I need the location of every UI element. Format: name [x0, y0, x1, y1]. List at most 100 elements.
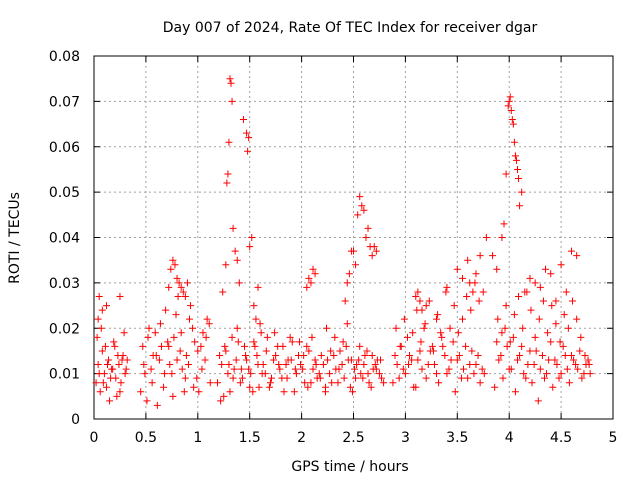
data-point — [137, 388, 145, 396]
data-point — [556, 338, 564, 346]
data-point — [551, 356, 559, 364]
data-point — [561, 351, 569, 359]
data-point — [438, 333, 446, 341]
data-point — [547, 270, 555, 278]
data-point — [509, 120, 517, 128]
data-point — [460, 365, 468, 373]
data-point — [256, 320, 264, 328]
data-point — [408, 356, 416, 364]
data-point — [275, 361, 283, 369]
data-point — [526, 347, 534, 355]
data-point — [453, 265, 461, 273]
data-point — [365, 379, 373, 387]
data-point — [218, 361, 226, 369]
data-point — [287, 356, 295, 364]
data-point — [191, 338, 199, 346]
data-point — [93, 333, 101, 341]
data-point — [364, 370, 372, 378]
data-point — [503, 342, 511, 350]
data-point — [299, 365, 307, 373]
data-point — [362, 234, 370, 241]
data-point — [416, 347, 424, 355]
data-point — [330, 351, 338, 359]
data-point — [167, 265, 175, 273]
data-point — [115, 361, 123, 369]
data-point — [557, 370, 565, 378]
data-point — [177, 283, 185, 291]
data-point — [305, 347, 313, 355]
data-point — [360, 361, 368, 369]
data-point — [238, 374, 246, 382]
data-point — [376, 356, 384, 364]
data-point — [272, 351, 280, 359]
data-point — [166, 361, 174, 369]
data-point — [380, 379, 388, 387]
data-point — [580, 370, 588, 378]
data-point — [169, 392, 177, 400]
data-point — [224, 170, 232, 178]
data-point — [148, 379, 156, 387]
data-point — [573, 315, 581, 323]
data-point — [229, 374, 237, 382]
data-point — [253, 351, 261, 359]
data-point — [99, 379, 107, 387]
data-point — [527, 306, 535, 314]
data-point — [105, 356, 113, 364]
data-point — [331, 333, 339, 341]
data-point — [498, 234, 506, 241]
data-point — [422, 302, 430, 310]
data-point — [206, 379, 214, 387]
data-point — [371, 361, 379, 369]
data-point — [391, 351, 399, 359]
data-point — [462, 342, 470, 350]
data-point — [249, 388, 257, 396]
data-point — [153, 401, 161, 409]
data-point — [531, 333, 539, 341]
data-point — [307, 379, 315, 387]
data-point — [112, 374, 120, 382]
data-point — [297, 361, 305, 369]
data-point — [246, 383, 254, 391]
data-point — [345, 270, 353, 278]
data-point — [296, 338, 304, 346]
grid-lines — [94, 56, 613, 419]
data-point — [255, 383, 263, 391]
data-point — [510, 311, 518, 319]
x-tick-label: 5 — [609, 430, 618, 446]
data-point — [544, 329, 552, 337]
data-point — [466, 279, 474, 287]
data-point — [518, 342, 526, 350]
data-point — [577, 333, 585, 341]
data-point — [245, 134, 253, 142]
data-point — [162, 306, 170, 314]
data-point — [469, 288, 477, 296]
data-point — [563, 365, 571, 373]
data-point — [420, 324, 428, 332]
data-point — [478, 365, 486, 373]
data-point — [250, 302, 258, 310]
data-point — [542, 265, 550, 273]
data-point — [225, 361, 233, 369]
y-tick-label: 0.07 — [49, 94, 80, 110]
data-point — [348, 388, 356, 396]
data-point — [120, 329, 128, 337]
data-point — [572, 361, 580, 369]
data-point — [116, 292, 124, 300]
data-point — [221, 342, 229, 350]
data-point — [309, 265, 317, 273]
data-point — [121, 370, 129, 378]
data-point — [428, 342, 436, 350]
data-point — [506, 338, 514, 346]
data-point — [224, 370, 232, 378]
data-point — [443, 370, 451, 378]
data-point — [425, 297, 433, 305]
data-point — [355, 356, 363, 364]
data-point — [304, 383, 312, 391]
data-point — [225, 138, 233, 146]
data-point — [214, 379, 222, 387]
data-point — [520, 370, 528, 378]
data-point — [443, 283, 451, 291]
y-tick-label: 0.08 — [49, 49, 80, 65]
data-point — [480, 370, 488, 378]
y-axis-label: ROTI / TECUs — [7, 192, 23, 284]
